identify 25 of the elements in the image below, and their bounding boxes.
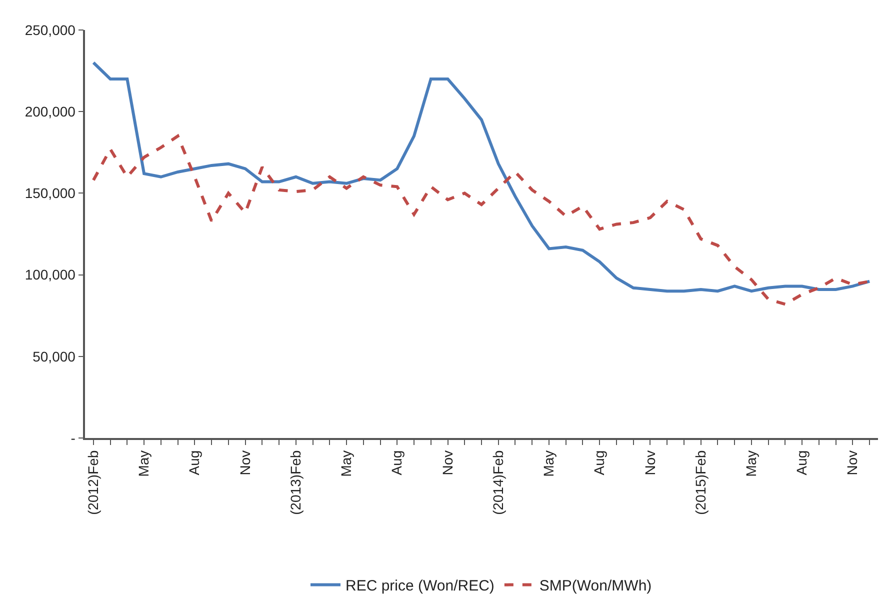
x-tick-label: Nov — [642, 450, 658, 476]
x-tick-label: Nov — [236, 450, 253, 476]
x-tick-label: Nov — [844, 450, 860, 476]
x-tick-label: Aug — [794, 450, 810, 476]
legend-label: SMP(Won/MWh) — [539, 578, 652, 595]
line-series — [92, 61, 872, 293]
x-tick-label: May — [743, 450, 760, 477]
x-tick-label: Nov — [439, 450, 456, 476]
legend-label: REC price (Won/REC) — [346, 578, 494, 595]
x-tick-label: Aug — [186, 450, 202, 476]
x-tick-label: Aug — [591, 450, 608, 476]
y-tick-label: 50,000 — [32, 348, 76, 364]
x-tick-label: (2014)Feb — [490, 450, 506, 515]
x-tick-label: May — [540, 450, 557, 477]
x-tick-label: May — [338, 450, 354, 477]
x-tick-label: (2013)Feb — [287, 450, 304, 515]
y-tick-label: 150,000 — [24, 185, 76, 202]
x-tick-label: (2015)Feb — [692, 450, 708, 515]
x-tick-label: Aug — [388, 450, 405, 476]
y-tick-label: 100,000 — [24, 266, 76, 283]
y-tick-label: 250,000 — [24, 22, 76, 38]
y-tick-label: - — [70, 430, 76, 446]
x-tick-label: May — [136, 450, 152, 477]
x-tick-label: (2012)Feb — [84, 450, 101, 515]
y-tick-label: 200,000 — [24, 104, 76, 120]
